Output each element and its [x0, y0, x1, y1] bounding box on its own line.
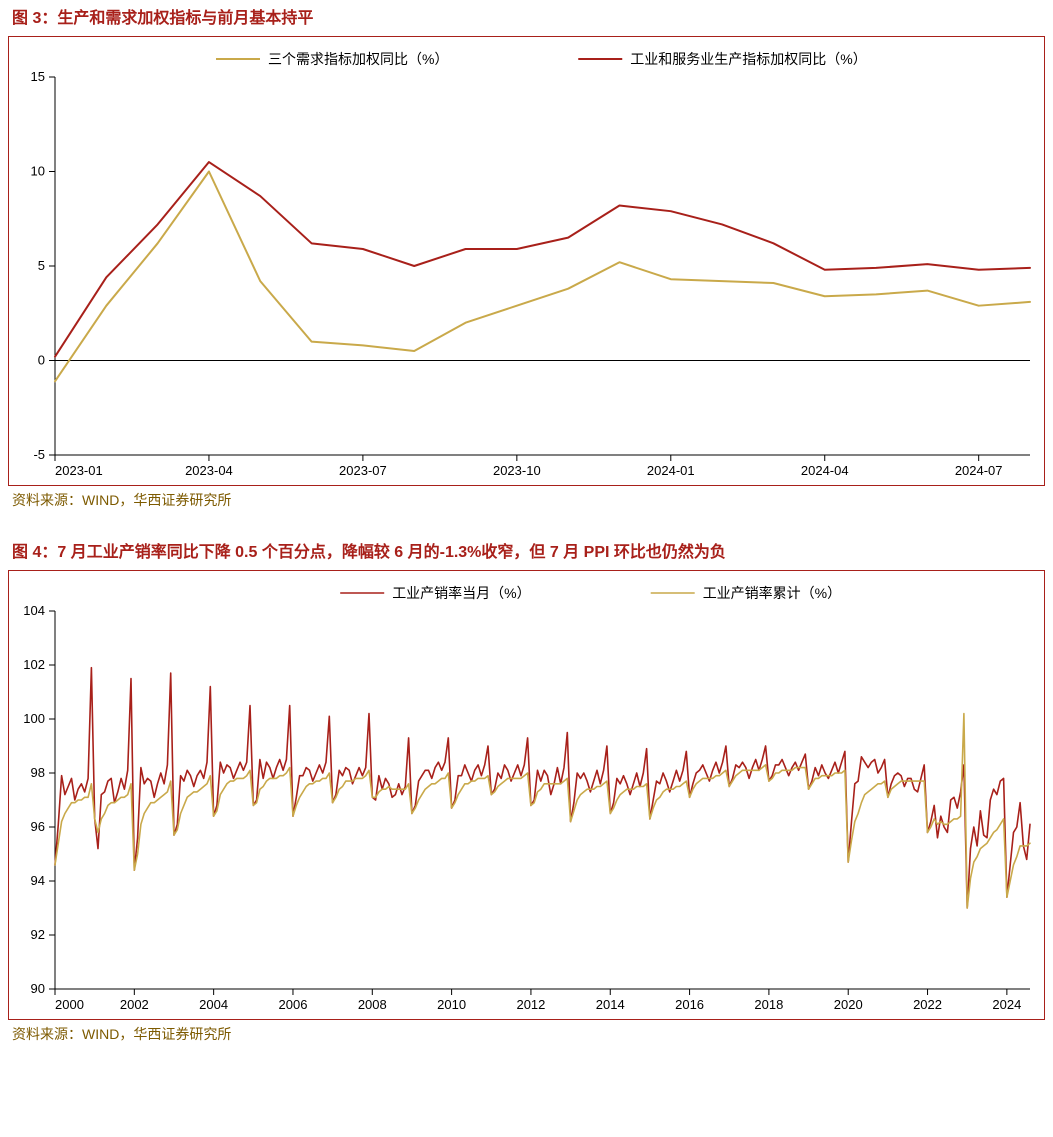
- svg-text:2023-07: 2023-07: [339, 463, 387, 478]
- svg-text:2012: 2012: [516, 997, 545, 1012]
- svg-text:96: 96: [31, 819, 45, 834]
- svg-text:98: 98: [31, 765, 45, 780]
- figure-3-block: 图 3：生产和需求加权指标与前月基本持平 -5 0 5 10 15 2023-01 2023…: [0, 0, 1053, 510]
- svg-text:92: 92: [31, 927, 45, 942]
- svg-text:2016: 2016: [675, 997, 704, 1012]
- svg-text:三个需求指标加权同比（%）: 三个需求指标加权同比（%）: [268, 51, 448, 67]
- svg-text:2024-04: 2024-04: [801, 463, 849, 478]
- svg-text:2000: 2000: [55, 997, 84, 1012]
- svg-text:2024-01: 2024-01: [647, 463, 695, 478]
- figure-3-title: 图 3：生产和需求加权指标与前月基本持平: [0, 0, 1053, 36]
- svg-text:5: 5: [38, 258, 45, 273]
- svg-text:2014: 2014: [596, 997, 625, 1012]
- svg-text:2024: 2024: [992, 997, 1021, 1012]
- figure-4-block: 图 4：7 月工业产销率同比下降 0.5 个百分点，降幅较 6 月的-1.3%收…: [0, 534, 1053, 1044]
- svg-text:工业产销率当月（%）: 工业产销率当月（%）: [392, 585, 530, 601]
- svg-text:2018: 2018: [754, 997, 783, 1012]
- svg-text:100: 100: [23, 711, 45, 726]
- svg-text:2008: 2008: [358, 997, 387, 1012]
- svg-text:102: 102: [23, 657, 45, 672]
- svg-text:15: 15: [31, 69, 45, 84]
- svg-text:2020: 2020: [834, 997, 863, 1012]
- figure-4-svg: 90 92 94 96 98 100 102 104 2000 2002 2004 2006 2008 2…: [9, 571, 1044, 1019]
- figure-4-chart: 90 92 94 96 98 100 102 104 2000 2002 2004 2006 2008 2…: [8, 570, 1045, 1020]
- svg-text:0: 0: [38, 353, 45, 368]
- svg-text:工业和服务业生产指标加权同比（%）: 工业和服务业生产指标加权同比（%）: [630, 51, 866, 67]
- svg-text:2023-10: 2023-10: [493, 463, 541, 478]
- figure-4-title: 图 4：7 月工业产销率同比下降 0.5 个百分点，降幅较 6 月的-1.3%收…: [0, 534, 1053, 570]
- svg-text:工业产销率累计（%）: 工业产销率累计（%）: [703, 585, 841, 601]
- svg-text:2006: 2006: [279, 997, 308, 1012]
- figure-3-chart: -5 0 5 10 15 2023-01 2023-04 2023-07 2023-10 2024…: [8, 36, 1045, 486]
- svg-text:2024-07: 2024-07: [955, 463, 1003, 478]
- svg-text:94: 94: [31, 873, 45, 888]
- svg-text:2023-04: 2023-04: [185, 463, 233, 478]
- figure-4-source: 资料来源：WIND，华西证券研究所: [0, 1020, 1053, 1044]
- svg-text:-5: -5: [33, 447, 45, 462]
- svg-text:10: 10: [31, 164, 45, 179]
- svg-text:2022: 2022: [913, 997, 942, 1012]
- figure-3-source: 资料来源：WIND，华西证券研究所: [0, 486, 1053, 510]
- svg-text:104: 104: [23, 603, 45, 618]
- figure-3-svg: -5 0 5 10 15 2023-01 2023-04 2023-07 2023-10 2024…: [9, 37, 1044, 485]
- svg-text:2002: 2002: [120, 997, 149, 1012]
- page: { "fig3": { "title": "图 3：生产和需求加权指标与前月基本…: [0, 0, 1053, 1044]
- svg-text:2010: 2010: [437, 997, 466, 1012]
- svg-text:2004: 2004: [199, 997, 228, 1012]
- svg-text:90: 90: [31, 981, 45, 996]
- svg-text:2023-01: 2023-01: [55, 463, 103, 478]
